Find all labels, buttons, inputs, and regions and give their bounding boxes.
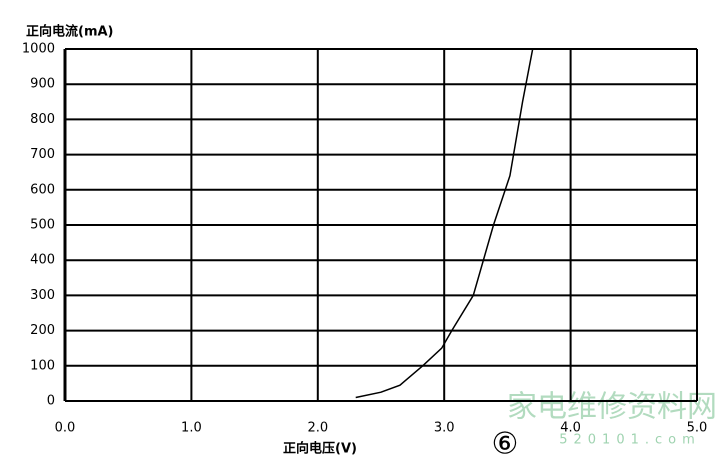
y-tick-label: 900: [30, 77, 55, 92]
x-axis-label: 正向电压(V): [283, 441, 357, 457]
y-tick-label: 0: [47, 394, 55, 409]
y-tick-label: 800: [30, 112, 55, 127]
y-tick-label: 100: [30, 358, 55, 373]
x-tick-label: 2.0: [307, 421, 328, 436]
y-tick-label: 600: [30, 182, 55, 197]
x-tick-label: 1.0: [181, 421, 202, 436]
annotation: ⑥: [492, 427, 519, 462]
x-tick-label: 5.0: [687, 421, 708, 436]
y-tick-label: 400: [30, 253, 55, 268]
x-tick-label: 3.0: [434, 421, 455, 436]
data-line: [355, 48, 534, 399]
y-tick-label: 200: [30, 323, 55, 338]
y-tick-label: 700: [30, 147, 55, 162]
y-axis-label: 正向电流(mA): [26, 24, 114, 40]
watermark-url: 520101.com: [559, 433, 701, 448]
x-tick-label: 0.0: [55, 421, 76, 436]
y-tick-label: 300: [30, 288, 55, 303]
y-tick-label: 500: [30, 218, 55, 233]
x-tick-label: 4.0: [560, 421, 581, 436]
y-tick-label: 1000: [22, 42, 55, 57]
watermark: 家电维修资料网: [507, 390, 717, 425]
